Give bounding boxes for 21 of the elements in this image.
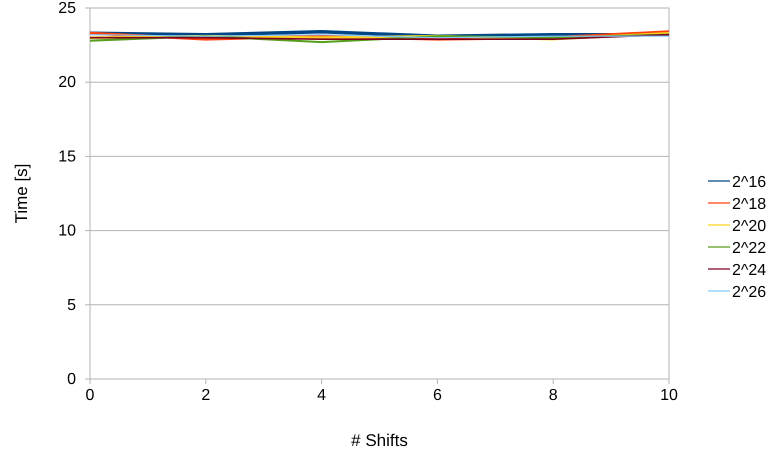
x-axis-title: # Shifts xyxy=(351,431,408,450)
y-tick-label: 5 xyxy=(67,296,76,314)
legend-label: 2^20 xyxy=(732,218,766,235)
y-tick-label: 20 xyxy=(58,74,76,92)
legend-label: 2^26 xyxy=(732,284,766,301)
y-axis-title: Time [s] xyxy=(12,164,31,224)
legend-label: 2^22 xyxy=(732,240,766,257)
line-series xyxy=(88,34,670,44)
legend-label: 2^18 xyxy=(732,196,766,213)
x-tick-label: 6 xyxy=(432,387,442,404)
legend-label: 2^24 xyxy=(732,262,766,279)
x-tick-label: 8 xyxy=(548,387,558,404)
legend-label: 2^16 xyxy=(732,174,766,191)
y-tick-label: 0 xyxy=(67,371,76,388)
y-tick-label: 15 xyxy=(58,148,76,166)
x-tick-label: 2 xyxy=(201,387,210,404)
y-tick-label: 25 xyxy=(58,0,76,17)
y-tick-label: 10 xyxy=(58,222,76,240)
x-tick-label: 10 xyxy=(660,387,678,404)
x-tick-label: 0 xyxy=(86,387,95,404)
x-tick-label: 4 xyxy=(317,387,326,404)
